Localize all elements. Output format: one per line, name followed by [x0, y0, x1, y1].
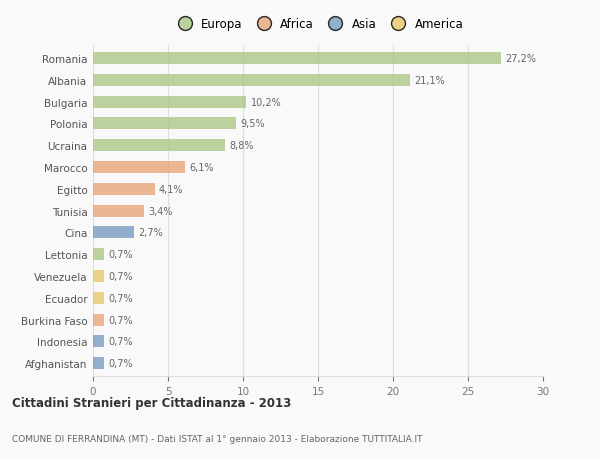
- Text: 6,1%: 6,1%: [189, 162, 214, 173]
- Text: 9,5%: 9,5%: [240, 119, 265, 129]
- Text: 0,7%: 0,7%: [108, 315, 133, 325]
- Bar: [93, 96, 246, 108]
- Text: 8,8%: 8,8%: [230, 141, 254, 151]
- Bar: [93, 249, 104, 261]
- Text: 4,1%: 4,1%: [159, 185, 184, 195]
- Bar: [93, 140, 225, 152]
- Bar: [93, 270, 104, 282]
- Bar: [93, 336, 104, 347]
- Bar: [93, 118, 235, 130]
- Bar: [93, 314, 104, 326]
- Text: 27,2%: 27,2%: [505, 54, 536, 64]
- Bar: [93, 184, 155, 196]
- Bar: [93, 292, 104, 304]
- Text: 0,7%: 0,7%: [108, 271, 133, 281]
- Text: 10,2%: 10,2%: [251, 97, 281, 107]
- Text: Cittadini Stranieri per Cittadinanza - 2013: Cittadini Stranieri per Cittadinanza - 2…: [12, 396, 291, 409]
- Bar: [93, 53, 501, 65]
- Bar: [93, 205, 144, 217]
- Text: 3,4%: 3,4%: [149, 206, 173, 216]
- Text: COMUNE DI FERRANDINA (MT) - Dati ISTAT al 1° gennaio 2013 - Elaborazione TUTTITA: COMUNE DI FERRANDINA (MT) - Dati ISTAT a…: [12, 434, 422, 442]
- Bar: [93, 75, 409, 87]
- Text: 2,7%: 2,7%: [138, 228, 163, 238]
- Text: 0,7%: 0,7%: [108, 250, 133, 260]
- Bar: [93, 358, 104, 369]
- Text: 0,7%: 0,7%: [108, 358, 133, 368]
- Bar: [93, 227, 133, 239]
- Bar: [93, 162, 185, 174]
- Legend: Europa, Africa, Asia, America: Europa, Africa, Asia, America: [170, 16, 466, 34]
- Text: 0,7%: 0,7%: [108, 336, 133, 347]
- Text: 0,7%: 0,7%: [108, 293, 133, 303]
- Text: 21,1%: 21,1%: [414, 76, 445, 86]
